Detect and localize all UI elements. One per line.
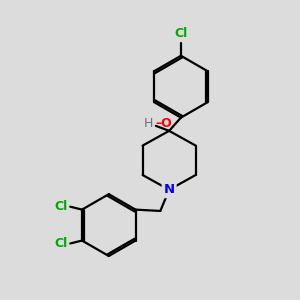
Text: H: H bbox=[144, 117, 153, 130]
Text: Cl: Cl bbox=[54, 237, 67, 250]
Text: Cl: Cl bbox=[174, 27, 188, 40]
Text: N: N bbox=[164, 183, 175, 196]
Text: –O: –O bbox=[155, 117, 172, 130]
Text: Cl: Cl bbox=[54, 200, 67, 213]
